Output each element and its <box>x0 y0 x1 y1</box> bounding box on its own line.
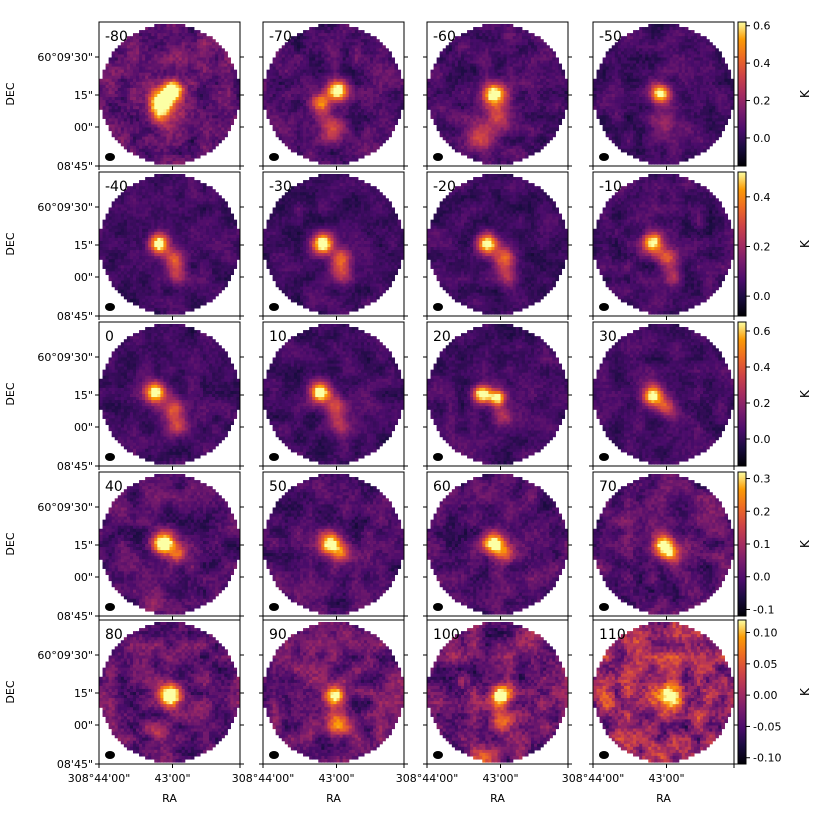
map-pixel <box>373 149 377 153</box>
map-pixel <box>537 149 541 153</box>
velocity-label: -70 <box>269 29 292 45</box>
channel-panel: -80 60°09'30" 15" 00" 08'45" DEC <box>4 22 244 173</box>
y-tick-label: 08'45" <box>57 160 93 173</box>
y-tick-label: 15" <box>74 89 93 102</box>
map-pixel <box>203 152 207 156</box>
map-pixel <box>355 158 359 162</box>
velocity-label: -80 <box>105 29 128 45</box>
y-axis-label: DEC <box>4 82 17 105</box>
map-pixel <box>367 152 371 156</box>
y-tick-label: 00" <box>74 121 93 134</box>
map-pixel <box>346 161 350 165</box>
map-pixel <box>197 155 201 159</box>
channel-panel: -70 <box>259 22 408 170</box>
y-tick-label: 60°09'30" <box>37 51 93 64</box>
map-pixel <box>191 158 195 162</box>
beam-ellipse <box>269 153 279 161</box>
channel-panel: -60 <box>423 22 572 170</box>
map-pixel <box>361 155 365 159</box>
map-pixel <box>209 149 213 153</box>
map-pixel <box>531 152 535 156</box>
map-pixel <box>182 161 186 165</box>
beam-ellipse <box>105 153 115 161</box>
